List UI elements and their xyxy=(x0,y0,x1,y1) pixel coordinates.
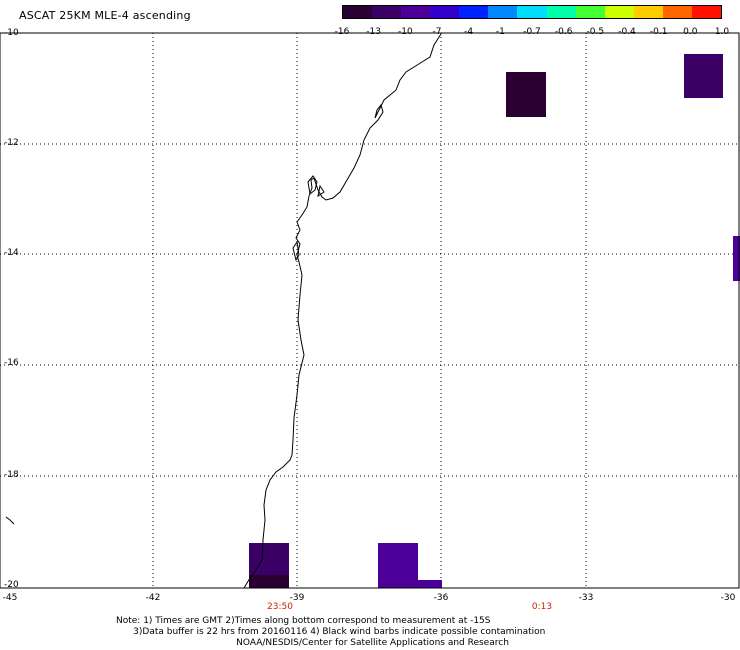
wind-cell xyxy=(733,236,740,281)
longitude-label: -36 xyxy=(433,593,449,603)
coastline xyxy=(243,33,442,589)
longitude-label: -39 xyxy=(289,593,305,603)
colorbar-tick-label: -16 xyxy=(334,27,350,37)
wind-cell xyxy=(684,54,723,98)
colorbar-segment xyxy=(430,6,460,18)
map-frame xyxy=(0,32,740,589)
colorbar-tick-label: 0.0 xyxy=(683,27,698,37)
gridlines xyxy=(0,33,740,587)
colorbar-tick-label: -10 xyxy=(397,27,413,37)
colorbar-segment xyxy=(604,6,634,18)
latitude-label: -18 xyxy=(4,470,19,480)
colorbar-segment xyxy=(459,6,489,18)
colorbar-segment xyxy=(546,6,576,18)
colorbar-tick-label: -13 xyxy=(366,27,382,37)
longitude-label: -33 xyxy=(578,593,594,603)
colorbar-tick-label: -4 xyxy=(464,27,474,37)
colorbar-tick-label: 1.0 xyxy=(714,27,730,37)
wind-cell xyxy=(378,543,418,588)
colorbar-tick-label: -0.7 xyxy=(523,27,541,37)
note-line-1: Note: 1) Times are GMT 2)Times along bot… xyxy=(116,616,491,626)
wind-cell xyxy=(506,72,546,117)
time-label-left: 23:50 xyxy=(267,602,293,612)
wind-cells xyxy=(249,54,740,588)
coastline-islands xyxy=(5,175,325,525)
colorbar-segment xyxy=(517,6,547,18)
colorbar-tick-label: -0.1 xyxy=(649,27,668,37)
latitude-label: -20 xyxy=(4,580,19,590)
latitude-label: -10 xyxy=(4,28,19,38)
latitude-label: -16 xyxy=(4,358,19,368)
colorbar-segment xyxy=(343,6,373,18)
colorbar-segment xyxy=(575,6,605,18)
longitude-label: -45 xyxy=(2,593,18,603)
colorbar xyxy=(342,5,722,19)
colorbar-segment xyxy=(401,6,431,18)
colorbar-segment xyxy=(633,6,663,18)
colorbar-segment xyxy=(662,6,692,18)
colorbar-segment xyxy=(488,6,518,18)
latitude-label: -14 xyxy=(4,248,19,258)
note-line-3: NOAA/NESDIS/Center for Satellite Applica… xyxy=(116,638,509,648)
colorbar-tick-label: -0.4 xyxy=(618,27,636,37)
colorbar-segment xyxy=(372,6,402,18)
colorbar-tick-label: -0.6 xyxy=(554,27,573,37)
time-label-right: 0:13 xyxy=(531,602,553,612)
latitude-label: -12 xyxy=(4,138,19,148)
colorbar-tick-label: -1 xyxy=(495,27,505,37)
longitude-label: -42 xyxy=(145,593,161,603)
colorbar-tick-label: -0.5 xyxy=(586,27,605,37)
note-line-2: 3)Data buffer is 22 hrs from 20160116 4)… xyxy=(116,627,546,637)
colorbar-segment xyxy=(691,6,722,18)
wind-cell xyxy=(249,575,289,588)
map-title: ASCAT 25KM MLE-4 ascending xyxy=(19,9,191,22)
colorbar-tick-label: -7 xyxy=(432,27,442,37)
wind-cell xyxy=(418,580,442,588)
longitude-label: -30 xyxy=(720,593,736,603)
